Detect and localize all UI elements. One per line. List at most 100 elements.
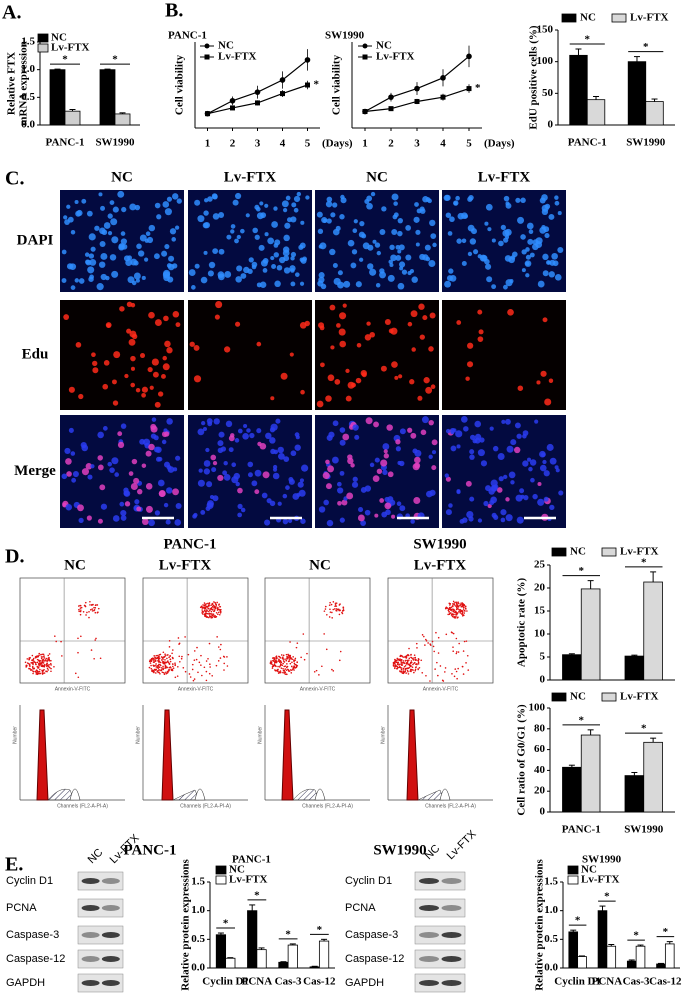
nucleus [212,213,220,220]
nucleus [334,379,341,385]
nucleus [127,255,132,261]
nucleus [460,416,468,423]
nucleus [288,477,294,483]
nucleus [247,472,253,478]
nucleus [174,225,180,230]
event-dot [342,608,345,610]
event-dot [204,608,207,610]
event-dot [341,612,344,615]
event-dot [410,661,413,664]
event-dot [395,664,397,667]
nucleus [383,453,389,459]
nucleus [259,281,267,288]
event-dot [203,602,206,604]
y-tick-label: 20 [534,582,546,594]
event-dot [413,671,415,674]
nucleus [467,224,475,232]
nucleus [325,483,332,490]
event-dot [191,663,194,666]
event-dot [455,601,457,604]
hist-axis-label: Number [12,726,18,744]
event-dot [282,662,284,665]
nucleus [392,214,398,220]
nucleus [167,466,175,473]
nucleus [233,472,241,480]
nucleus [548,378,554,383]
nucleus [382,443,390,450]
g2-peak [69,788,81,801]
event-dot [165,661,167,664]
event-dot [303,658,306,661]
nucleus [249,432,255,439]
event-dot [457,651,460,653]
y-axis-label: Relative protein expressions [180,858,192,990]
event-dot [271,657,274,659]
event-dot [198,661,201,664]
nucleus [364,198,370,204]
nucleus [86,515,92,521]
micrograph [315,415,439,528]
nucleus [347,239,355,247]
nucleus [80,441,87,449]
nucleus [331,456,339,464]
nucleus [366,321,371,326]
nucleus [68,386,75,393]
nucleus [101,229,108,236]
bar [635,945,646,969]
nucleus [252,227,258,234]
blot-band [101,932,120,938]
error-bar [249,904,256,911]
nucleus [398,244,405,251]
legend-label: Lv-FTX [229,874,268,886]
event-dot [40,657,43,660]
blot-band [419,956,439,962]
x-tick-label: 5 [305,138,311,150]
event-dot [46,662,48,665]
significance-mark: * [633,930,639,942]
event-dot [202,604,204,606]
nucleus [171,237,177,242]
column-header: Lv-FTX [478,169,531,185]
nucleus [419,208,426,214]
nucleus [137,250,145,257]
blot-band [441,956,462,962]
nucleus [503,474,508,480]
nucleus [210,454,217,461]
event-dot [272,659,274,662]
error-bar [217,932,224,935]
event-dot [427,642,429,644]
event-dot [450,631,453,634]
event-dot [209,666,211,668]
nucleus [372,239,377,244]
nucleus [381,206,387,212]
nucleus [354,434,360,440]
nucleus [287,518,293,524]
nucleus [339,340,347,348]
nucleus [360,487,367,493]
nucleus [119,501,125,507]
nucleus [345,395,352,402]
event-dot [396,667,399,670]
nucleus [430,384,436,389]
event-dot [90,649,93,651]
event-dot [45,670,47,673]
nucleus [136,243,142,250]
nucleus [359,221,365,227]
event-dot [167,660,169,662]
event-dot [409,661,412,664]
legend-label: Lv-FTX [620,691,659,703]
event-dot [55,640,58,643]
hist-axis-label: Channels (FL2-A-PI-A) [425,803,476,809]
nucleus [136,506,142,512]
nucleus [112,400,119,406]
nucleus [390,254,397,262]
nucleus [330,345,335,350]
nucleus [542,253,549,261]
nucleus [415,229,421,235]
nucleus [237,487,243,494]
bar [318,940,330,969]
y-tick-label: 50 [542,87,554,99]
event-dot [275,665,277,668]
nucleus [113,351,121,359]
nucleus [120,509,127,517]
